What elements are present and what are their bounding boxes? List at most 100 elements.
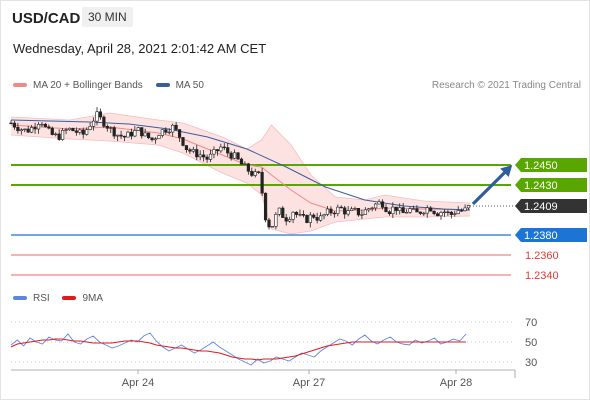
candle — [284, 217, 288, 222]
candle — [174, 124, 178, 130]
candle — [466, 205, 471, 209]
candle — [425, 207, 429, 214]
candle — [36, 124, 41, 130]
candle — [33, 127, 37, 130]
x-axis: Apr 24 Apr 27 Apr 28 — [11, 369, 516, 389]
candle — [353, 208, 357, 210]
x-axis-label: Apr 27 — [293, 377, 325, 389]
timeframe-badge[interactable]: 30 MIN — [82, 7, 133, 27]
candle — [105, 126, 109, 129]
candle — [405, 212, 409, 214]
candle — [398, 207, 402, 211]
candle — [85, 129, 89, 135]
current-price-label-box — [515, 199, 587, 213]
candle — [9, 122, 13, 125]
candle — [453, 213, 457, 215]
candle — [339, 206, 343, 209]
candle — [229, 152, 233, 159]
rsi-tick-label: 70 — [525, 317, 537, 329]
x-axis-label: Apr 28 — [440, 377, 472, 389]
candle — [460, 210, 464, 212]
candle — [95, 111, 99, 122]
candle — [305, 215, 309, 223]
candle — [301, 214, 306, 216]
candle — [415, 208, 419, 213]
bollinger-band — [11, 113, 470, 234]
legend-ma50: MA 50 — [155, 80, 204, 91]
resistance-label-box — [515, 158, 587, 172]
candle — [236, 152, 240, 160]
candle — [126, 131, 130, 138]
legend-ma20-label: MA 20 + Bollinger Bands — [33, 80, 143, 91]
candle — [329, 208, 333, 214]
rsi-line — [10, 332, 467, 366]
legend-ma20-bollinger: MA 20 + Bollinger Bands — [13, 80, 143, 91]
candle — [463, 207, 467, 211]
candle — [387, 211, 392, 215]
ma9-swatch — [62, 296, 77, 301]
candle — [122, 135, 127, 138]
rsi-swatch — [13, 296, 27, 301]
candle — [150, 137, 154, 141]
candle — [370, 207, 374, 210]
candle — [281, 207, 285, 218]
candle — [267, 219, 271, 228]
candle — [177, 129, 182, 138]
candle — [26, 128, 30, 133]
candle — [78, 129, 82, 133]
candle — [401, 207, 405, 214]
candle — [202, 154, 206, 158]
candle — [343, 207, 347, 215]
candle — [456, 210, 460, 215]
candle — [226, 147, 230, 154]
ma50-line — [10, 119, 471, 211]
candle — [102, 116, 106, 127]
candle — [54, 133, 58, 136]
projection-layer — [471, 165, 513, 206]
pivot-label: 1.2380 — [524, 230, 558, 242]
pivot-label-box — [515, 228, 587, 242]
chart-datetime: Wednesday, April 28, 2021 2:01:42 AM CET — [13, 41, 267, 56]
candle — [215, 149, 220, 152]
rsi-legend: RSI 9MA — [13, 293, 113, 304]
candle — [432, 210, 436, 215]
candle — [250, 171, 254, 176]
candle — [153, 138, 158, 141]
symbol-title: USD/CAD — [12, 10, 81, 27]
candle — [288, 219, 292, 222]
candle — [435, 213, 440, 217]
bollinger-upper-line — [10, 112, 471, 204]
candle — [147, 132, 151, 139]
candle — [422, 212, 426, 215]
candle — [143, 132, 147, 137]
rsi-tick-label: 30 — [525, 357, 537, 369]
candle — [40, 123, 44, 126]
candle — [377, 201, 381, 205]
legend-rsi: RSI — [13, 293, 50, 304]
candle — [446, 211, 450, 213]
candle — [274, 214, 278, 227]
candle — [205, 156, 209, 160]
level-labels-layer: 1.2450 1.2430 1.2409 1.2380 1.2360 1.2340 — [515, 158, 587, 282]
candles-layer — [9, 107, 471, 230]
rsi-tick-label: 50 — [525, 337, 537, 349]
candle — [109, 127, 113, 129]
candle — [356, 208, 361, 216]
candle — [219, 146, 223, 152]
candle — [119, 134, 123, 137]
legend-ma50-label: MA 50 — [175, 80, 204, 91]
candle — [112, 127, 116, 137]
candle — [291, 211, 295, 220]
candle — [164, 129, 168, 133]
candle — [81, 129, 85, 135]
candle — [360, 214, 364, 216]
candle — [188, 149, 192, 152]
candle — [260, 172, 264, 194]
x-axis-label: Apr 24 — [122, 377, 154, 389]
candle — [418, 211, 422, 214]
candle — [263, 192, 268, 221]
candle — [61, 130, 65, 140]
candle — [336, 206, 340, 214]
candle — [171, 124, 175, 133]
